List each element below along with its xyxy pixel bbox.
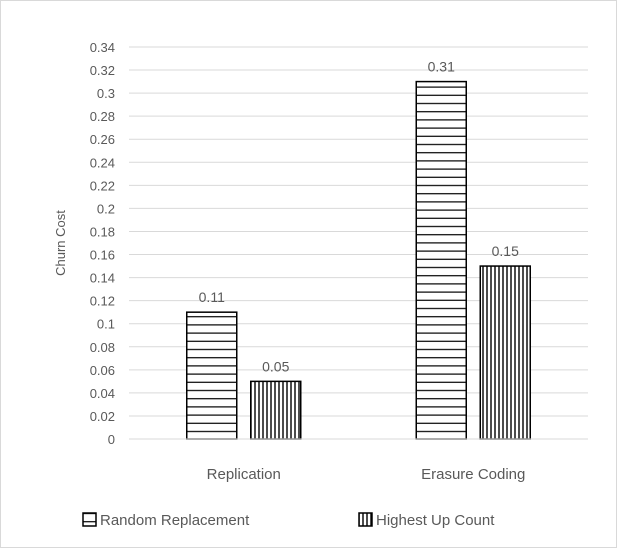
y-tick-label: 0.06	[90, 363, 115, 378]
data-label: 0.05	[262, 358, 289, 374]
y-tick-label: 0.24	[90, 155, 115, 170]
x-category-label: Replication	[207, 466, 281, 483]
y-tick-label: 0.04	[90, 386, 115, 401]
y-tick-label: 0.3	[97, 86, 115, 101]
legend-label: Highest Up Count	[376, 512, 495, 529]
y-tick-label: 0.22	[90, 178, 115, 193]
bar-vertical-lines	[479, 265, 531, 440]
y-tick-label: 0.1	[97, 317, 115, 332]
legend: Random Replacement Highest Up Count	[82, 512, 495, 529]
y-tick-label: 0.2	[97, 201, 115, 216]
legend-swatch-horizontal-lines	[82, 512, 97, 527]
data-label: 0.31	[428, 59, 455, 75]
bar-horizontal-lines	[415, 80, 467, 440]
y-tick-label: 0.26	[90, 132, 115, 147]
bar-vertical-lines	[250, 380, 302, 440]
y-tick-label: 0.34	[90, 40, 115, 55]
y-tick-label: 0	[108, 432, 115, 447]
y-axis-tick-labels: 0 0.02 0.04 0.06 0.08 0.1 0.12 0.14 0.16 0.18 0.2 0…	[90, 40, 115, 447]
bar-horizontal-lines	[186, 311, 238, 440]
legend-swatch-vertical-lines	[358, 512, 373, 527]
y-tick-label: 0.18	[90, 224, 115, 239]
y-tick-label: 0.08	[90, 340, 115, 355]
y-tick-label: 0.12	[90, 294, 115, 309]
x-axis-category-labels: Replication Erasure Coding	[207, 466, 526, 483]
data-label: 0.11	[199, 289, 225, 305]
y-tick-label: 0.28	[90, 109, 115, 124]
legend-label: Random Replacement	[100, 512, 250, 529]
y-tick-label: 0.14	[90, 271, 115, 286]
gridlines	[129, 46, 588, 417]
data-labels: 0.11 0.05 0.31 0.15	[199, 59, 519, 375]
y-tick-label: 0.02	[90, 409, 115, 424]
data-label: 0.15	[492, 243, 519, 259]
bars	[186, 80, 531, 440]
y-tick-label: 0.16	[90, 248, 115, 263]
y-tick-label: 0.32	[90, 63, 115, 78]
x-category-label: Erasure Coding	[421, 466, 525, 483]
y-axis-title: Churn Cost	[53, 210, 68, 276]
